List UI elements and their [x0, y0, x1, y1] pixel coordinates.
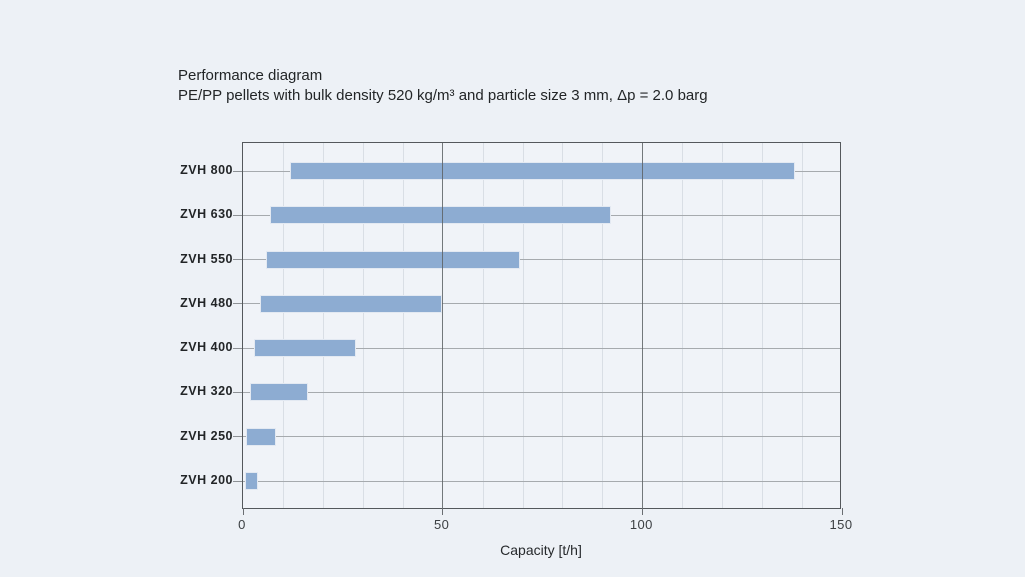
x-tick-label: 100 — [629, 517, 653, 532]
y-tick-label: ZVH 550 — [180, 251, 233, 266]
gridline-minor-vertical — [322, 143, 324, 508]
gridline-major-vertical — [641, 143, 644, 508]
x-tick-label: 150 — [829, 517, 853, 532]
bar-zvh-800 — [290, 163, 795, 179]
gridline-row — [243, 436, 840, 438]
x-axis-tick — [841, 508, 843, 515]
gridline-minor-vertical — [482, 143, 484, 508]
gridline-row — [243, 303, 840, 305]
y-tick-label: ZVH 250 — [180, 428, 233, 443]
bar-zvh-250 — [246, 428, 275, 445]
x-axis-tick — [242, 508, 244, 515]
y-tick-label: ZVH 400 — [180, 340, 233, 355]
gridline-minor-vertical — [362, 143, 364, 508]
y-tick-label: ZVH 320 — [180, 384, 233, 399]
bar-zvh-550 — [266, 251, 519, 268]
gridline-row — [243, 347, 840, 349]
y-tick-label: ZVH 480 — [180, 295, 233, 310]
x-axis-tick — [442, 508, 444, 515]
bar-zvh-200 — [246, 473, 258, 489]
x-axis-tick — [641, 508, 643, 515]
gridline-minor-vertical — [562, 143, 564, 508]
y-axis-tick — [233, 391, 242, 393]
y-axis-tick — [233, 214, 242, 216]
gridline-minor-vertical — [722, 143, 724, 508]
gridline-major-vertical — [441, 143, 444, 508]
y-axis-tick — [233, 303, 242, 305]
y-axis-tick — [233, 436, 242, 438]
y-tick-label: ZVH 630 — [180, 207, 233, 222]
chart-subtitle: PE/PP pellets with bulk density 520 kg/m… — [178, 87, 708, 104]
gridline-row — [243, 391, 840, 393]
y-axis-tick — [233, 480, 242, 482]
y-tick-label: ZVH 800 — [180, 163, 233, 177]
gridline-minor-vertical — [602, 143, 604, 508]
y-axis-labels: ZVH 800 ZVH 630 ZVH 550 ZVH 480 ZVH 400 ZVH 3… — [0, 142, 233, 509]
chart-header: Performance diagram PE/PP pellets with b… — [178, 66, 708, 106]
gridline-row — [243, 259, 840, 261]
gridline-minor-vertical — [402, 143, 404, 508]
y-axis-tick — [233, 170, 242, 172]
x-axis-tick-labels: 0 50 100 150 — [238, 517, 852, 533]
gridline-row — [243, 480, 840, 482]
plot-area — [233, 142, 843, 515]
bar-zvh-630 — [270, 207, 611, 224]
bar-zvh-400 — [254, 340, 355, 357]
x-tick-label: 0 — [238, 517, 246, 532]
x-tick-label: 50 — [434, 517, 450, 532]
gridline-minor-vertical — [762, 143, 764, 508]
gridline-minor-vertical — [522, 143, 524, 508]
gridline-minor-vertical — [802, 143, 804, 508]
y-tick-label: ZVH 200 — [180, 473, 233, 487]
y-axis-tick — [233, 347, 242, 349]
x-axis-title: Capacity [t/h] — [500, 542, 582, 558]
gridline-minor-vertical — [282, 143, 284, 508]
y-axis-tick — [233, 259, 242, 261]
chart-title: Performance diagram — [178, 67, 323, 84]
gridline-minor-vertical — [682, 143, 684, 508]
bar-zvh-320 — [250, 384, 307, 401]
bar-zvh-480 — [260, 295, 441, 312]
